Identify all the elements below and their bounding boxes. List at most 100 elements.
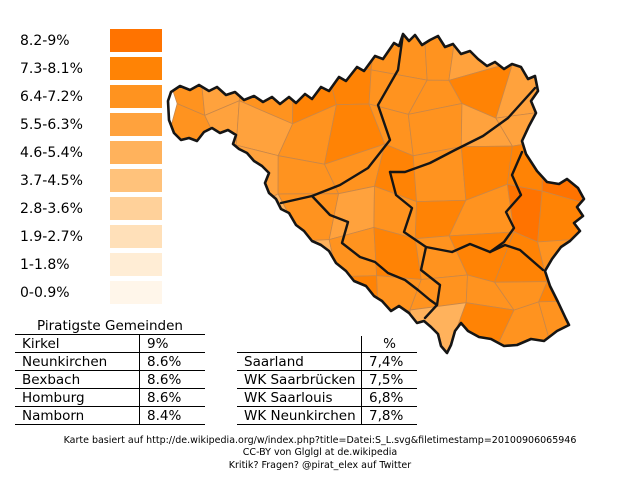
legend-label: 5.5-6.3% (20, 116, 83, 133)
legend-label: 3.7-4.5% (20, 172, 83, 189)
district-border (488, 150, 524, 254)
map-region (197, 283, 250, 315)
value-cell: 9% (147, 335, 169, 352)
legend-entry: 3.7-4.5% (20, 169, 162, 192)
district-border (310, 194, 439, 307)
legend-color-swatch (110, 85, 162, 108)
table-title: Piratigste Gemeinden (37, 318, 183, 334)
value-cell: 7,8% (369, 407, 404, 424)
name-cell: WK Saarlouis (237, 389, 362, 406)
legend-label: 8.2-9% (20, 32, 70, 49)
legend-entry: 5.5-6.3% (20, 113, 162, 136)
name-cell: WK Saarbrücken (237, 371, 362, 388)
map-region (168, 191, 217, 239)
map-region (214, 191, 260, 246)
legend-color-swatch (110, 281, 162, 304)
empty-header-cell (237, 336, 362, 352)
map-region (412, 146, 467, 203)
map-region (169, 34, 214, 84)
table-row: Neunkirchen 8.6% (15, 352, 205, 370)
legend-color-swatch (110, 169, 162, 192)
value-cell: 8.6% (147, 353, 182, 370)
top-municipalities-table: Piratigste Gemeinden Kirkel 9% Neunkirchen… (15, 319, 205, 425)
legend-entry: 7.3-8.1% (20, 57, 162, 80)
map-region (198, 34, 256, 70)
value-cell: 8.6% (147, 371, 182, 388)
legend-entry: 8.2-9% (20, 29, 162, 52)
legend-label: 0-0.9% (20, 284, 70, 301)
legend-label: 6.4-7.2% (20, 88, 83, 105)
map-region (168, 144, 220, 195)
legend-color-swatch (110, 253, 162, 276)
legend-color-swatch (110, 225, 162, 248)
map-region (530, 34, 584, 73)
table-row: Bexbach 8.6% (15, 370, 205, 388)
legend-entry: 6.4-7.2% (20, 85, 162, 108)
legend-label: 1.9-2.7% (20, 228, 83, 245)
map-region (169, 58, 206, 117)
table-row: Saarland 7,4% (237, 352, 417, 370)
district-border (424, 242, 545, 272)
value-cell: 7,5% (369, 371, 404, 388)
value-cell: 6,8% (369, 389, 404, 406)
legend-entry: 0-0.9% (20, 281, 162, 304)
legend-color-swatch (110, 141, 162, 164)
map-region (409, 302, 467, 353)
map-region (203, 231, 249, 286)
attribution-line: Karte basiert auf http://de.wikipedia.or… (63, 435, 577, 446)
map-region (169, 231, 217, 286)
legend-label: 1-1.8% (20, 256, 70, 273)
license-line: CC-BY von Glglgl at de.wikipedia (242, 447, 398, 459)
name-cell: Bexbach (15, 371, 140, 388)
legend-entry: 4.6-5.4% (20, 141, 162, 164)
table-row: WK Saarlouis 6,8% (237, 388, 417, 406)
contact-line: Kritik? Fragen? @pirat_elex auf Twitter (228, 459, 412, 471)
legend-color-swatch (110, 197, 162, 220)
legend-label: 2.8-3.6% (20, 200, 83, 217)
value-cell: 7,4% (369, 353, 404, 370)
name-cell: WK Neunkirchen (237, 407, 362, 424)
name-cell: Homburg (15, 389, 140, 406)
name-cell: Kirkel (15, 335, 140, 352)
table-body: Kirkel 9% Neunkirchen 8.6% Bexbach 8.6% Hombur… (15, 334, 205, 425)
state-outline (166, 32, 586, 355)
percent-header-cell: % (383, 336, 396, 352)
map-region (537, 190, 584, 243)
map-region (298, 265, 342, 321)
legend-label: 7.3-8.1% (20, 60, 83, 77)
map-region (246, 265, 301, 321)
table-header-row: % (237, 336, 417, 352)
legend-color-swatch (110, 113, 162, 136)
table-row: WK Saarbrücken 7,5% (237, 370, 417, 388)
map-region (542, 99, 584, 152)
value-cell: 8.6% (147, 389, 182, 406)
map-region (246, 240, 304, 285)
name-cell: Neunkirchen (15, 353, 140, 370)
map-region (530, 59, 584, 112)
table-body: % Saarland 7,4% WK Saarbrücken 7,5% WK Saarl… (237, 336, 417, 425)
table-row: WK Neunkirchen 7,8% (237, 406, 417, 424)
value-cell: 8.4% (147, 407, 182, 424)
name-cell: Namborn (15, 407, 140, 424)
table-row: Homburg 8.6% (15, 388, 205, 406)
table-row: Kirkel 9% (15, 334, 205, 352)
attribution-footer: Karte basiert auf http://de.wikipedia.or… (0, 435, 640, 472)
name-cell: Saarland (237, 353, 362, 370)
legend-color-swatch (110, 57, 162, 80)
district-results-table: % Saarland 7,4% WK Saarbrücken 7,5% WK Saarl… (237, 336, 417, 425)
map-region (292, 34, 329, 72)
map-region (170, 271, 205, 315)
map-region (538, 300, 584, 353)
legend-entry: 2.8-3.6% (20, 197, 162, 220)
map-region (242, 34, 297, 72)
legend-entry: 1-1.8% (20, 253, 162, 276)
legend-label: 4.6-5.4% (20, 144, 83, 161)
district-border (388, 86, 537, 174)
district-border (279, 34, 405, 205)
legend: 8.2-9% 7.3-8.1% 6.4-7.2% 5.5-6.3% 4.6-5.4% 3.… (20, 29, 162, 309)
legend-entry: 1.9-2.7% (20, 225, 162, 248)
legend-color-swatch (110, 29, 162, 52)
table-row: Namborn 8.4% (15, 406, 205, 424)
